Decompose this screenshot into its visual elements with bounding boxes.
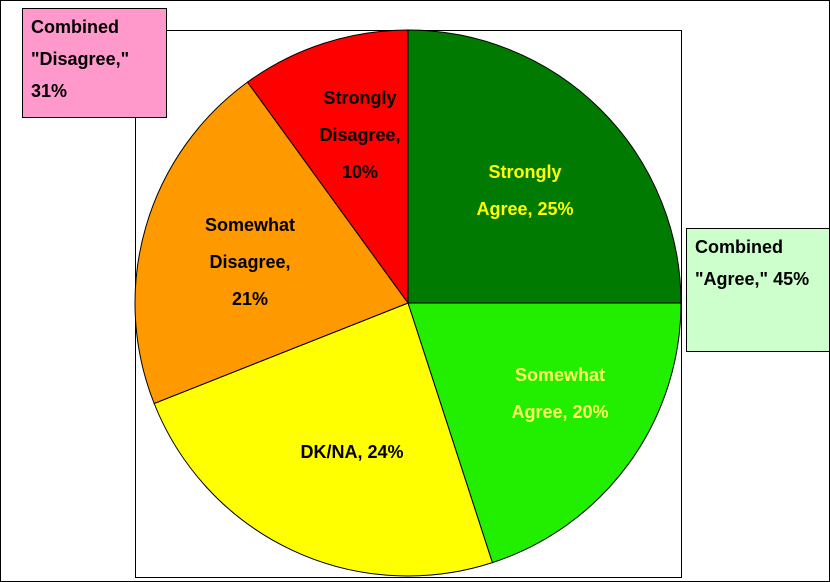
slice-label: Somewhat Agree, 20% [511,365,609,422]
pie-slice [134,81,409,405]
pie-slice [407,302,682,564]
pie-slice [407,29,682,304]
pie-slice [246,29,409,305]
annotation-box: Combined "Agree," 45% [686,228,830,352]
annotation-box: Combined "Disagree," 31% [22,8,167,118]
slice-label: DK/NA, 24% [300,441,404,462]
slice-label: Strongly Agree, 25% [476,162,574,219]
slice-label: Somewhat Disagree, 21% [204,214,296,309]
pie-slice [153,302,493,577]
slice-label: Strongly Disagree, 10% [319,87,401,182]
